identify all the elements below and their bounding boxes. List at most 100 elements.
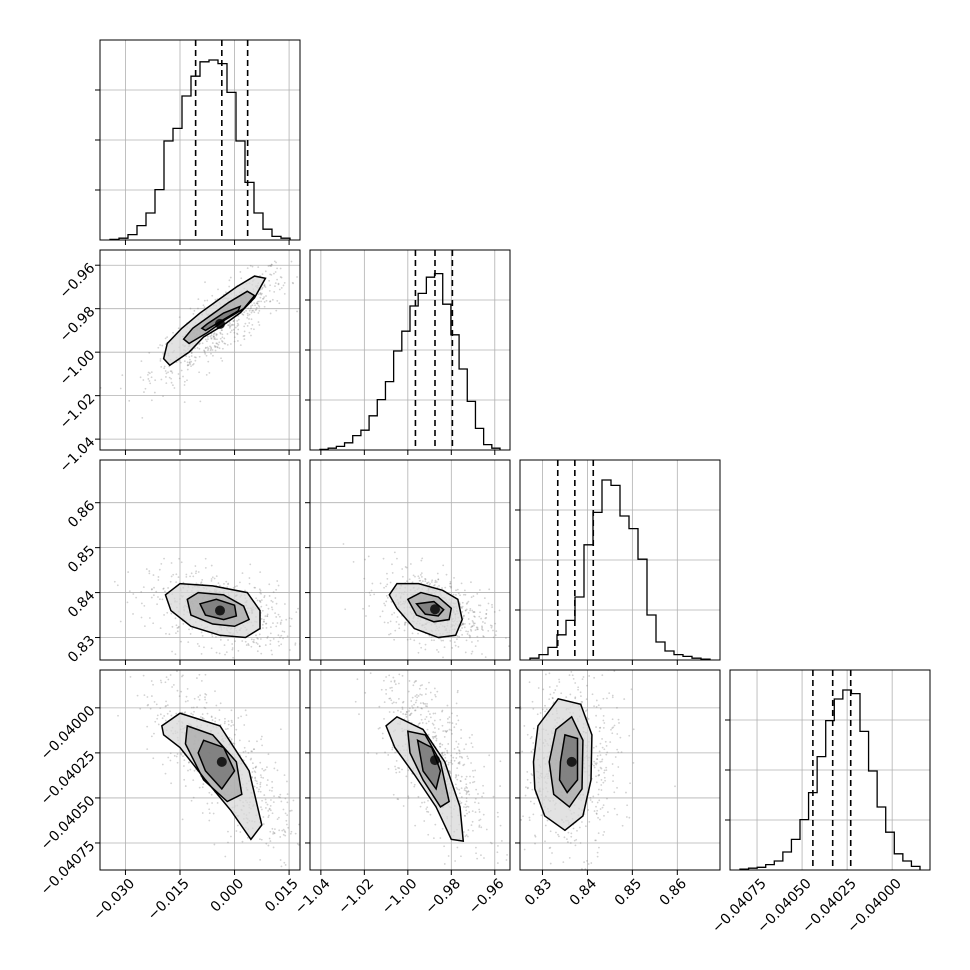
sample-point — [263, 794, 266, 796]
sample-point — [553, 691, 555, 694]
sample-point — [482, 883, 484, 885]
sample-point — [482, 635, 485, 638]
sample-point — [231, 324, 233, 326]
sample-point — [277, 640, 280, 643]
sample-point — [210, 337, 213, 340]
sample-point — [184, 700, 187, 703]
sample-point — [431, 735, 434, 738]
sample-point — [556, 886, 558, 888]
sample-point — [203, 299, 206, 302]
sample-point — [235, 728, 238, 731]
sample-point — [186, 687, 189, 690]
sample-point — [446, 729, 449, 732]
sample-point — [242, 335, 245, 338]
sample-point — [598, 750, 601, 753]
sample-point — [603, 776, 606, 779]
sample-point — [236, 333, 239, 336]
sample-point — [439, 742, 442, 745]
sample-point — [232, 656, 235, 659]
sample-point — [456, 788, 459, 790]
sample-point — [435, 737, 438, 740]
sample-point — [188, 356, 191, 358]
sample-point — [237, 650, 240, 652]
sample-point — [466, 787, 468, 789]
sample-point — [460, 728, 463, 731]
sample-point — [243, 311, 246, 314]
sample-point — [546, 819, 549, 822]
sample-point — [203, 706, 206, 709]
sample-point — [247, 751, 250, 754]
sample-point — [375, 752, 378, 755]
sample-point — [277, 283, 280, 286]
sample-point — [260, 776, 263, 779]
sample-point — [256, 300, 259, 303]
sample-point — [424, 578, 427, 581]
sample-point — [268, 289, 271, 292]
sample-point — [406, 711, 408, 713]
sample-point — [193, 356, 196, 359]
sample-point — [570, 832, 573, 835]
sample-point — [455, 702, 458, 705]
sample-point — [261, 623, 264, 626]
sample-point — [262, 297, 265, 300]
sample-point — [408, 710, 410, 712]
sample-point — [391, 748, 394, 751]
sample-point — [444, 747, 447, 750]
sample-point — [260, 605, 263, 608]
sample-point — [221, 336, 224, 339]
sample-point — [250, 645, 253, 648]
sample-point — [163, 365, 166, 368]
sample-point — [428, 584, 431, 586]
sample-point — [612, 726, 615, 729]
sample-point — [437, 578, 440, 581]
sample-point — [232, 587, 235, 589]
sample-point — [548, 847, 551, 850]
sample-point — [259, 638, 262, 640]
sample-point — [471, 650, 474, 653]
sample-point — [405, 711, 408, 713]
sample-point — [378, 621, 380, 623]
sample-point — [390, 600, 393, 603]
sample-point — [218, 341, 221, 344]
sample-point — [167, 756, 170, 759]
sample-point — [483, 597, 486, 599]
sample-point — [250, 757, 253, 760]
sample-point — [599, 808, 602, 810]
sample-point — [425, 808, 428, 810]
sample-point — [198, 343, 201, 346]
sample-point — [150, 735, 153, 738]
sample-point — [397, 664, 399, 666]
sample-point — [589, 796, 592, 799]
sample-point — [265, 842, 268, 845]
sample-point — [140, 590, 143, 593]
sample-point — [261, 273, 264, 276]
sample-point — [472, 622, 475, 625]
sample-point — [534, 835, 537, 838]
sample-point — [474, 769, 477, 772]
sample-point — [216, 342, 219, 345]
sample-point — [389, 581, 392, 584]
sample-point — [368, 666, 370, 668]
sample-point — [444, 586, 447, 589]
sample-point — [447, 761, 450, 764]
sample-point — [405, 621, 407, 624]
sample-point — [405, 653, 407, 655]
sample-point — [275, 309, 278, 312]
sample-point — [424, 578, 426, 580]
sample-point — [170, 370, 173, 373]
sample-point — [463, 763, 466, 766]
contour-line-2 — [197, 739, 236, 791]
sample-point — [148, 372, 151, 375]
sample-point — [278, 302, 281, 305]
sample-point — [216, 333, 218, 336]
sample-point — [268, 837, 271, 840]
sample-point — [176, 670, 178, 673]
sample-point — [270, 606, 273, 609]
sample-point — [421, 722, 424, 724]
sample-point — [595, 763, 598, 766]
sample-point — [411, 632, 414, 635]
sample-point — [603, 722, 606, 724]
sample-point — [257, 321, 260, 323]
sample-point — [474, 615, 476, 618]
sample-point — [394, 765, 396, 768]
